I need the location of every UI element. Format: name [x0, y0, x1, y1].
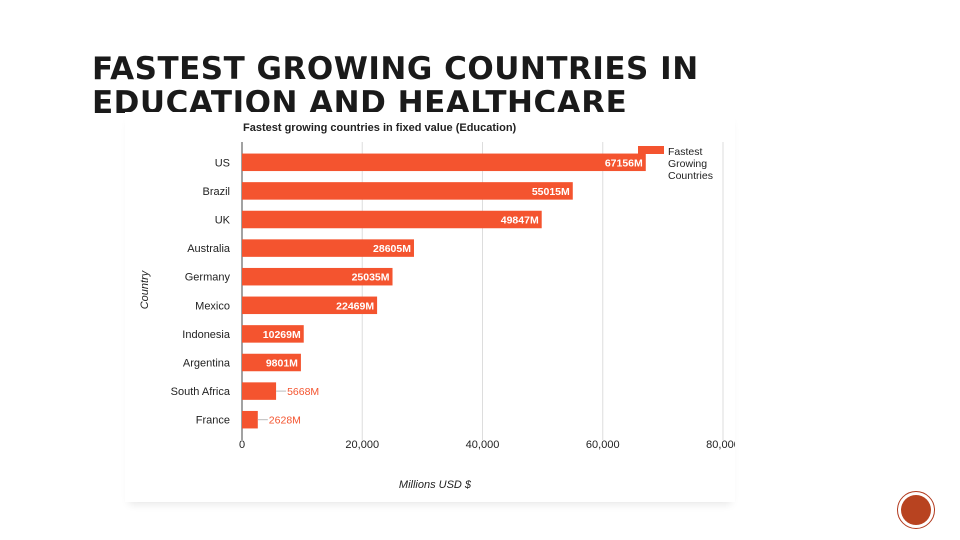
legend-label: Growing: [668, 158, 707, 170]
y-tick-label: Argentina: [183, 358, 231, 370]
bar: [242, 296, 378, 315]
y-tick-label: Mexico: [195, 300, 230, 312]
y-tick-label: Indonesia: [182, 329, 231, 341]
bar-value-label: 67156M: [605, 157, 643, 169]
bar-value-label: 2628M: [269, 415, 301, 427]
legend-swatch: [638, 146, 664, 154]
bar-value-label: 10269M: [263, 329, 301, 341]
slide-title: FASTEST GROWING COUNTRIES IN EDUCATION A…: [92, 51, 699, 121]
y-tick-label: Germany: [185, 272, 231, 284]
bar: [242, 382, 277, 400]
bar-value-label: 5668M: [287, 386, 319, 398]
x-axis-title: Millions USD $: [399, 479, 472, 491]
y-tick-label: France: [196, 415, 230, 427]
y-tick-label: UK: [215, 215, 231, 227]
bar: [242, 267, 393, 286]
x-tick-label: 20,000: [345, 439, 379, 451]
bar: [242, 410, 258, 429]
bar: [242, 353, 301, 372]
bar-value-label: 25035M: [352, 272, 390, 284]
bar-value-label: 22469M: [336, 300, 374, 312]
badge-circle-icon: [901, 495, 931, 525]
x-tick-label: 60,000: [586, 439, 620, 451]
y-tick-label: Australia: [187, 243, 231, 255]
bar: [242, 210, 542, 229]
x-tick-label: 80,000: [706, 439, 735, 451]
page-number-badge: [897, 491, 935, 529]
chart-title: Fastest growing countries in fixed value…: [243, 122, 517, 134]
bar: [242, 182, 573, 200]
bar: [242, 325, 304, 343]
bar: [242, 239, 414, 257]
legend-label: Countries: [668, 170, 713, 182]
y-tick-label: Brazil: [202, 186, 230, 198]
legend-label: Fastest: [668, 146, 703, 158]
x-tick-label: 0: [239, 439, 245, 451]
bar-value-label: 28605M: [373, 243, 411, 255]
bar-value-label: 49847M: [501, 215, 539, 227]
y-tick-label: US: [215, 157, 230, 169]
chart-card: Fastest growing countries in fixed value…: [125, 112, 735, 502]
bar: [242, 153, 646, 172]
y-tick-label: South Africa: [171, 386, 231, 398]
y-axis-title: Country: [139, 269, 151, 309]
bar-chart: Fastest growing countries in fixed value…: [139, 122, 735, 491]
bar-value-label: 55015M: [532, 186, 570, 198]
bar-value-label: 9801M: [266, 358, 298, 370]
x-tick-label: 40,000: [466, 439, 500, 451]
